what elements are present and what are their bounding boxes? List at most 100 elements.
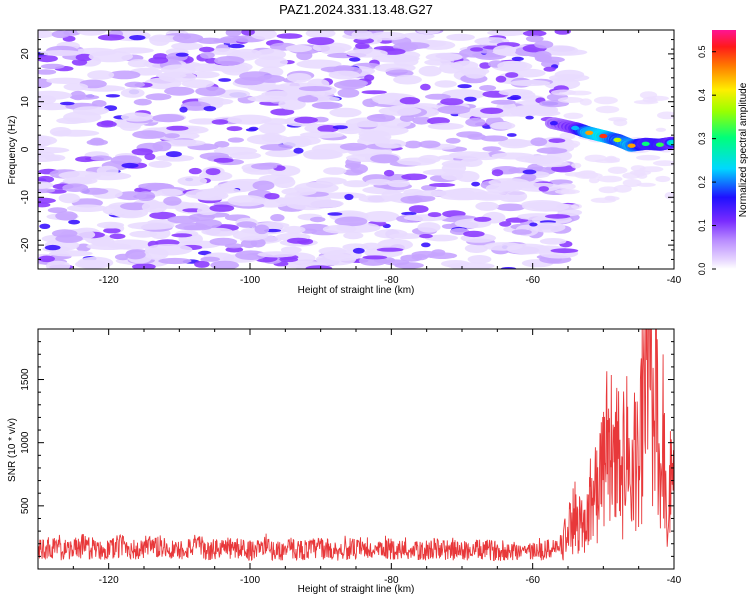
noise-blob <box>520 173 537 182</box>
noise-blob <box>227 137 244 143</box>
noise-blob <box>62 183 89 192</box>
noise-blob <box>381 189 403 202</box>
noise-blob <box>530 137 548 147</box>
noise-blob <box>131 148 153 156</box>
noise-blob <box>464 68 487 79</box>
noise-blob <box>38 202 51 208</box>
noise-blob <box>422 169 466 176</box>
noise-blob <box>348 57 361 62</box>
noise-blob <box>171 42 203 50</box>
noise-blob <box>370 154 400 164</box>
noise-blob <box>463 230 485 238</box>
noise-blob <box>655 175 671 183</box>
noise-blob <box>455 170 480 183</box>
noise-blob <box>382 259 410 266</box>
noise-blob <box>141 201 168 213</box>
noise-blob <box>418 65 442 77</box>
noise-blob <box>427 122 464 130</box>
noise-blob <box>199 46 215 53</box>
noise-blob <box>48 250 93 257</box>
noise-blob <box>195 190 229 201</box>
noise-blob <box>545 214 571 219</box>
noise-blob <box>167 215 200 224</box>
noise-blob <box>87 70 115 80</box>
noise-blob <box>369 31 407 41</box>
noise-blob <box>155 154 195 162</box>
noise-blob <box>352 247 365 254</box>
noise-blob <box>362 255 388 260</box>
noise-blob <box>254 224 270 235</box>
noise-blob <box>172 33 204 44</box>
noise-blob <box>240 239 258 249</box>
noise-blob <box>428 183 456 187</box>
noise-blob <box>152 114 185 123</box>
noise-blob <box>96 221 125 229</box>
snr-y-ticks: 500 1000 1500 <box>20 328 674 557</box>
noise-blob <box>188 167 202 175</box>
noise-blob <box>355 42 370 50</box>
noise-blob <box>38 147 70 154</box>
noise-blob <box>241 30 255 36</box>
noise-blob <box>548 138 566 144</box>
noise-blob <box>557 183 576 190</box>
y-tick-label: 20 <box>20 48 31 60</box>
noise-blob <box>311 102 340 109</box>
noise-blob <box>465 117 486 127</box>
noise-blob <box>522 30 547 37</box>
noise-blob <box>334 216 368 227</box>
snr-x-axis-label: Height of straight line (km) <box>298 584 415 595</box>
noise-blob <box>376 247 404 252</box>
noise-blob <box>180 101 211 111</box>
noise-blob <box>156 188 183 197</box>
noise-blob <box>480 135 509 142</box>
noise-blob <box>129 230 158 238</box>
noise-blob <box>499 221 512 227</box>
noise-blob <box>550 89 577 96</box>
noise-blob <box>511 229 532 235</box>
noise-blob <box>375 139 407 149</box>
noise-blob <box>55 234 83 243</box>
noise-blob <box>374 229 408 239</box>
spectrogram-y-axis-label: Frequency (Hz) <box>7 116 18 185</box>
noise-blob <box>68 219 80 225</box>
noise-blob <box>209 237 238 246</box>
noise-blob <box>425 52 463 62</box>
noise-blob <box>124 81 145 88</box>
x-tick-label: -80 <box>384 575 399 586</box>
signal-peak <box>627 143 636 148</box>
noise-blob <box>164 86 195 96</box>
noise-blob <box>307 199 344 208</box>
spectrogram-x-axis-label: Height of straight line (km) <box>298 285 415 296</box>
noise-blob <box>593 96 618 105</box>
noise-blob <box>505 72 519 78</box>
noise-blob <box>149 211 177 220</box>
noise-blob <box>179 106 188 113</box>
noise-blob <box>566 140 581 147</box>
noise-blob <box>218 78 232 82</box>
noise-blob <box>149 34 171 46</box>
noise-blob <box>337 88 360 98</box>
noise-blob <box>536 160 571 168</box>
noise-blob <box>431 249 446 257</box>
noise-blob <box>38 69 57 75</box>
colorbar-tick-label: 0.2 <box>697 176 707 189</box>
noise-blob <box>633 169 646 177</box>
noise-blob <box>507 106 542 115</box>
noise-blob <box>522 169 537 175</box>
noise-blob <box>427 212 442 218</box>
noise-blob <box>358 131 392 143</box>
noise-blob <box>72 106 109 116</box>
spectrogram-y-ticks: -20 -10 0 10 20 <box>20 29 674 270</box>
noise-blob <box>44 244 61 251</box>
colorbar-label: Normalized spectral amplitude <box>738 82 749 217</box>
noise-blob <box>228 43 245 49</box>
noise-blob <box>622 179 642 187</box>
noise-blob <box>495 75 507 83</box>
noise-blob <box>286 237 310 244</box>
noise-blob <box>404 140 423 149</box>
noise-blob <box>491 169 504 177</box>
noise-blob <box>248 126 259 131</box>
noise-blob <box>163 196 182 206</box>
noise-blob <box>633 99 659 105</box>
noise-blob <box>529 222 538 227</box>
